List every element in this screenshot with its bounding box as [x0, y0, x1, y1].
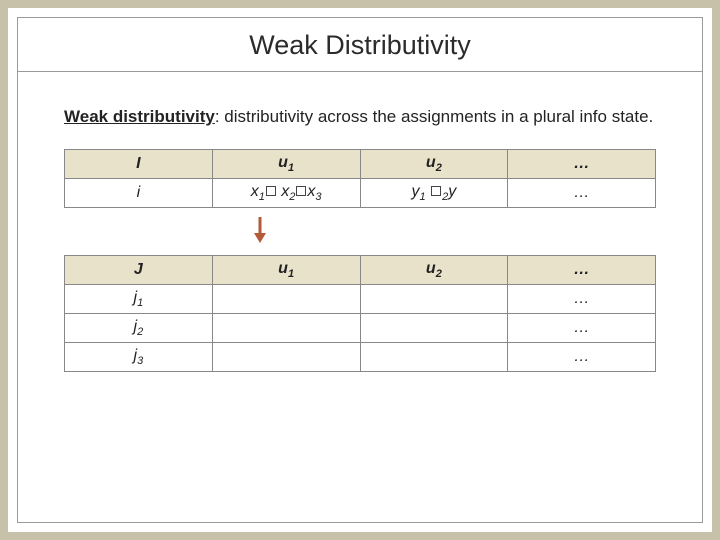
th-u1: u1	[212, 256, 360, 285]
oplus-icon	[266, 186, 276, 196]
definition-rest: : distributivity across the assignments …	[215, 107, 653, 126]
td-empty	[360, 314, 508, 343]
td-ellipsis: …	[508, 314, 656, 343]
table-row: I u1 u2 …	[65, 150, 656, 179]
td-empty	[212, 343, 360, 372]
th-u1: u1	[212, 150, 360, 179]
td-j2: j2	[65, 314, 213, 343]
td-j3: j3	[65, 343, 213, 372]
table-row: i x1 x2x3 y1 2y …	[65, 179, 656, 208]
slide-inner-frame: Weak Distributivity Weak distributivity:…	[17, 17, 703, 523]
table-row: j1 …	[65, 285, 656, 314]
td-empty	[212, 314, 360, 343]
th-u2: u2	[360, 256, 508, 285]
th-ellipsis: …	[508, 150, 656, 179]
table-J: J u1 u2 … j1 … j2 … j3	[64, 255, 656, 372]
td-ellipsis: …	[508, 179, 656, 208]
slide-title: Weak Distributivity	[18, 30, 702, 61]
oplus-icon	[431, 186, 441, 196]
th-u2: u2	[360, 150, 508, 179]
td-empty	[360, 343, 508, 372]
th-ellipsis: …	[508, 256, 656, 285]
td-j1: j1	[65, 285, 213, 314]
oplus-icon	[296, 186, 306, 196]
down-arrow	[64, 216, 656, 249]
slide-outer-frame: Weak Distributivity Weak distributivity:…	[0, 0, 720, 540]
definition-text: Weak distributivity: distributivity acro…	[64, 106, 656, 127]
table-row: j2 …	[65, 314, 656, 343]
table-row: j3 …	[65, 343, 656, 372]
td-x-sum: x1 x2x3	[212, 179, 360, 208]
definition-term: Weak distributivity	[64, 107, 215, 126]
td-i: i	[65, 179, 213, 208]
td-empty	[212, 285, 360, 314]
td-y-sum: y1 2y	[360, 179, 508, 208]
td-empty	[360, 285, 508, 314]
slide-content: Weak distributivity: distributivity acro…	[18, 72, 702, 372]
table-row: J u1 u2 …	[65, 256, 656, 285]
table-I: I u1 u2 … i x1 x2x3 y1 2y …	[64, 149, 656, 208]
th-I: I	[65, 150, 213, 179]
th-J: J	[65, 256, 213, 285]
td-ellipsis: …	[508, 285, 656, 314]
td-ellipsis: …	[508, 343, 656, 372]
